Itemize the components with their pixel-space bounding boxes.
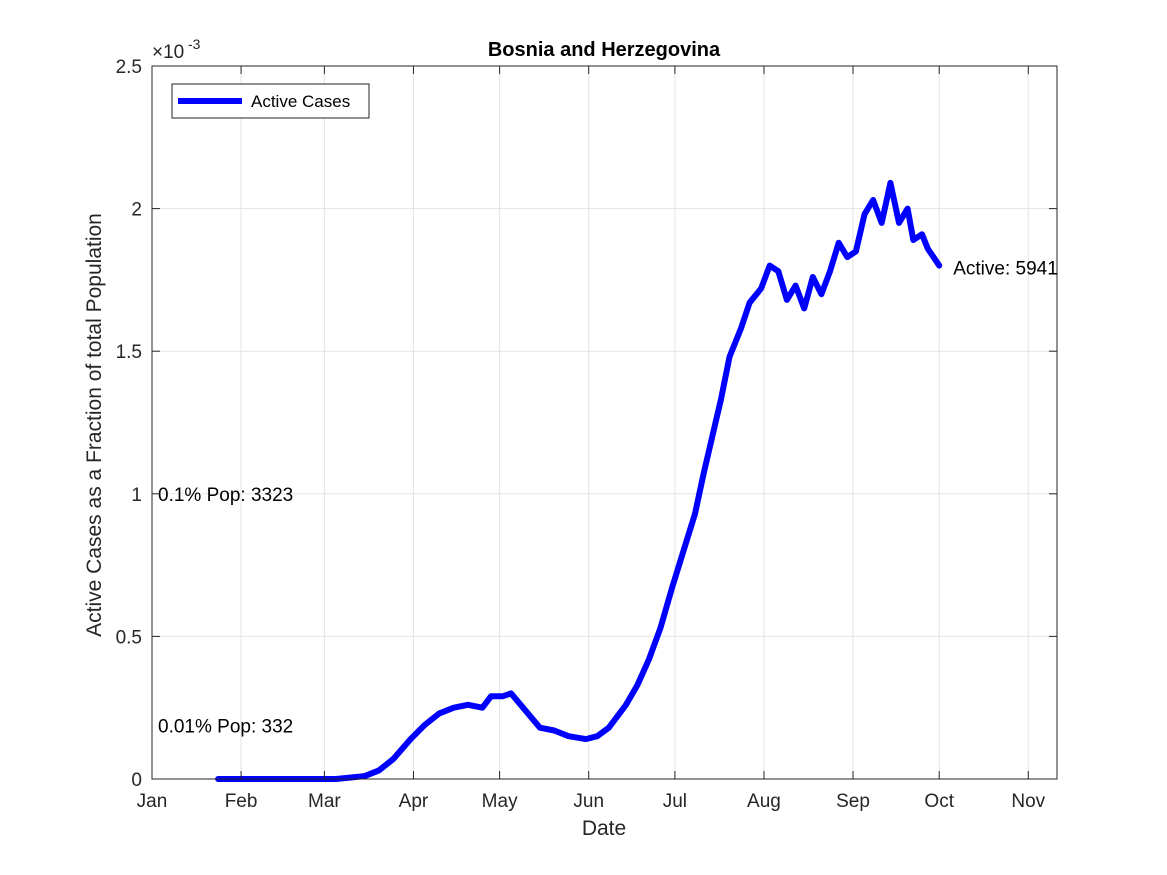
x-axis-label: Date xyxy=(582,817,626,840)
y-tick-label: 2.5 xyxy=(116,57,142,78)
x-tick-label: Jun xyxy=(573,791,604,812)
tick-labels: Jan Feb Mar Apr May Jun Jul Aug Sep Oct Nov 0 0.5 1 1.… xyxy=(116,57,1046,812)
x-tick-label: May xyxy=(482,791,518,812)
chart-title: Bosnia and Herzegovina xyxy=(488,39,721,61)
y-tick-label: 0 xyxy=(131,770,142,791)
y-exponent-power: -3 xyxy=(188,36,201,52)
y-tick-label: 1.5 xyxy=(116,342,142,363)
y-tick-label: 1 xyxy=(131,485,142,506)
plot-area xyxy=(215,179,943,782)
y-tick-label: 2 xyxy=(131,200,142,221)
annotation-2: 0.1% Pop: 3323 xyxy=(158,485,293,506)
annotation-1: 0.01% Pop: 332 xyxy=(158,716,293,737)
x-tick-label: Oct xyxy=(924,791,954,812)
x-tick-label: Mar xyxy=(308,791,341,812)
y-exponent: ×10 -3 xyxy=(152,36,201,63)
axes xyxy=(151,65,1058,780)
x-tick-label: Aug xyxy=(747,791,781,812)
x-tick-label: Jan xyxy=(137,791,168,812)
legend: Active Cases xyxy=(171,83,370,119)
legend-entry-active-cases: Active Cases xyxy=(251,92,350,111)
y-axis-label: Active Cases as a Fraction of total Popu… xyxy=(83,213,106,637)
y-exponent-base: ×10 xyxy=(152,42,184,63)
x-tick-label: Sep xyxy=(836,791,870,812)
annotations: 0.01% Pop: 332 0.1% Pop: 3323 Active: 5941 xyxy=(158,259,1058,738)
y-tick-label: 0.5 xyxy=(116,627,142,648)
axes-box xyxy=(151,65,1058,780)
x-tick-label: Feb xyxy=(225,791,258,812)
x-tick-label: Nov xyxy=(1011,791,1045,812)
annotation-3: Active: 5941 xyxy=(953,259,1058,280)
x-tick-label: Apr xyxy=(399,791,429,812)
series-line-active-cases xyxy=(215,179,943,782)
x-tick-label: Jul xyxy=(663,791,687,812)
